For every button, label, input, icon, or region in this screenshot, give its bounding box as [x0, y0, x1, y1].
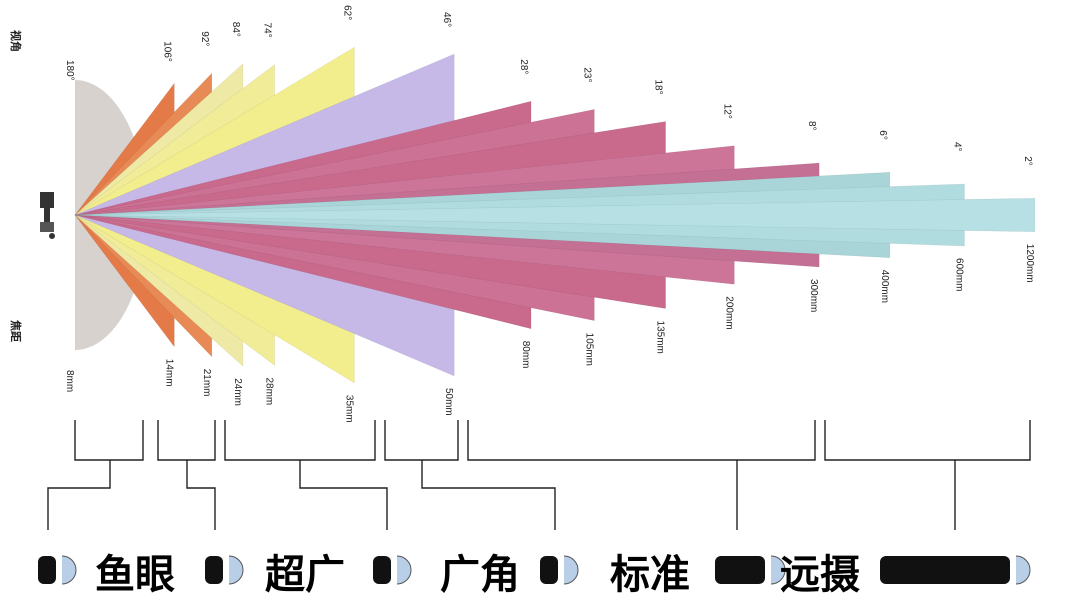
focal-label: 21mm: [201, 369, 212, 397]
focal-label: 600mm: [953, 258, 964, 291]
angle-label: 18°: [653, 79, 664, 94]
angle-label: 6°: [877, 130, 888, 140]
focal-label: 24mm: [232, 378, 243, 406]
category-label: 远摄: [780, 552, 860, 598]
lens-icon: [373, 556, 391, 584]
lens-icon: [38, 556, 56, 584]
angle-label: 62°: [341, 5, 352, 20]
brackets: [47, 420, 1031, 530]
focal-label: 35mm: [343, 395, 354, 423]
focal-label: 80mm: [520, 341, 531, 369]
angle-label: 106°: [161, 41, 172, 62]
angle-axis-label: 视角: [9, 30, 23, 52]
lens-icon: [540, 556, 558, 584]
bracket: [47, 420, 144, 530]
focal-label: 1200mm: [1024, 244, 1035, 283]
focal-label: 135mm: [655, 321, 666, 354]
focal-label: 300mm: [808, 279, 819, 312]
angle-label: 4°: [951, 142, 962, 152]
wedges: [74, 46, 1036, 384]
lens-element-icon: [396, 555, 412, 585]
camera-icon: [40, 192, 55, 239]
focal-label: 14mm: [163, 359, 174, 387]
angle-label: 8°: [806, 121, 817, 131]
lens-element-icon: [770, 555, 786, 585]
angle-label: 46°: [441, 12, 452, 27]
angle-label: 12°: [721, 104, 732, 119]
bracket: [384, 420, 556, 530]
lens-element-icon: [61, 555, 77, 585]
wedge-2: [74, 197, 1036, 233]
angle-label: 2°: [1022, 156, 1033, 166]
angle-label: 180°: [64, 60, 75, 81]
angle-label: 74°: [262, 23, 273, 38]
lens-element-icon: [563, 555, 579, 585]
focal-label: 28mm: [264, 377, 275, 405]
focal-axis-label: 焦距: [9, 319, 23, 342]
lens-icon: [880, 556, 1010, 584]
bracket: [467, 420, 816, 530]
bracket: [224, 420, 388, 530]
category-label: 超广: [265, 552, 345, 598]
angle-label: 84°: [230, 22, 241, 37]
lens-icon: [205, 556, 223, 584]
focal-label: 200mm: [723, 296, 734, 329]
wedge-labels: 180° 8mm 106° 14mm 92° 21mm 84° 24mm 74° 28mm 62° 3…: [64, 5, 1035, 423]
category-label: 鱼眼: [95, 552, 175, 598]
category-label: 广角: [440, 552, 520, 598]
category-label: 标准: [610, 552, 690, 598]
bracket: [824, 420, 1031, 530]
lens-element-icon: [1015, 555, 1031, 585]
focal-label: 105mm: [583, 333, 594, 366]
category-row: 鱼眼 超广 广角 标准 远摄: [38, 552, 1031, 598]
focal-label: 50mm: [443, 388, 454, 416]
focal-label: 8mm: [64, 370, 75, 392]
angle-label: 23°: [581, 67, 592, 82]
lens-element-icon: [228, 555, 244, 585]
bracket: [157, 420, 216, 530]
focal-label: 400mm: [879, 270, 890, 303]
lens-icon: [715, 556, 765, 584]
angle-label: 92°: [199, 31, 210, 46]
angle-label: 28°: [518, 59, 529, 74]
